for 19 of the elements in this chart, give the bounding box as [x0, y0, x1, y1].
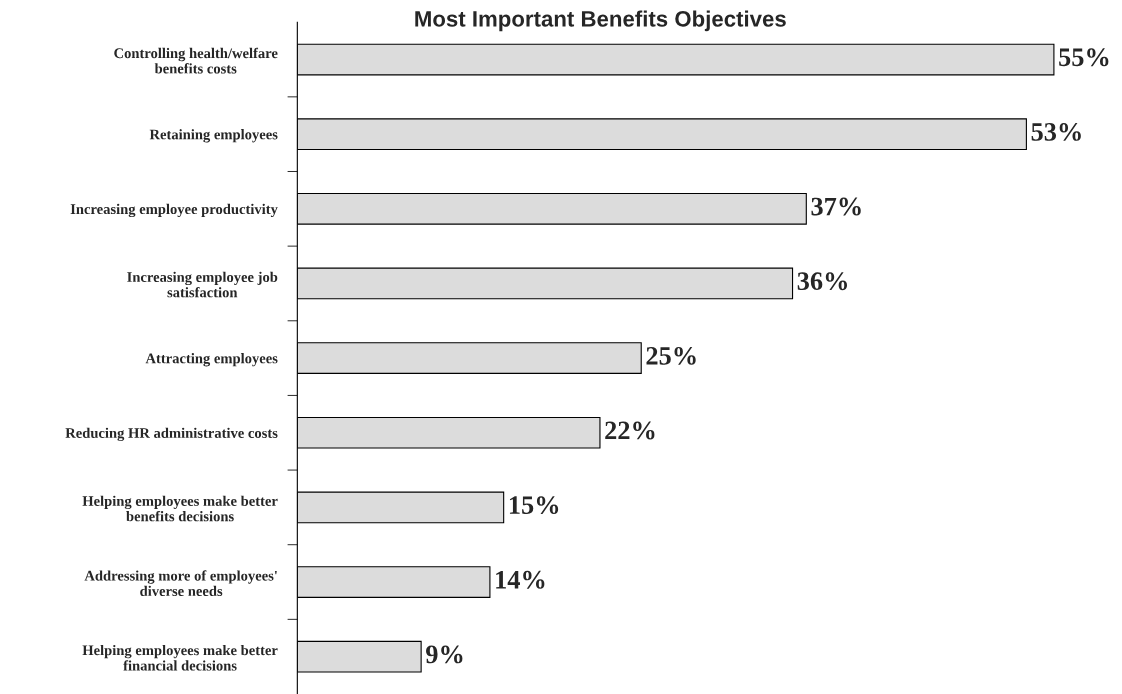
data-label: 15%: [509, 496, 559, 515]
chart-title: Most Important Benefits Objectives: [415, 10, 786, 32]
data-label: 9%: [426, 645, 463, 664]
y-tick-label: Increasing employee job satisfaction: [127, 271, 278, 298]
data-label: 37%: [811, 197, 861, 216]
data-label: 53%: [1031, 122, 1081, 141]
y-tick-label: Retaining employees: [149, 129, 278, 143]
y-tick-label: Controlling health/welfare benefits costs: [114, 47, 278, 74]
y-tick-label: Addressing more of employees' diverse needs: [84, 570, 277, 597]
data-label: 22%: [605, 421, 655, 440]
y-tick-label: Helping employees make better benefits decisions: [82, 495, 278, 522]
y-tick-label: Attracting employees: [145, 353, 278, 367]
y-tick-label: Increasing employee productivity: [70, 203, 278, 218]
y-tick-label: Helping employees make better financial decisions: [82, 644, 278, 671]
data-label: 55%: [1059, 48, 1109, 67]
data-label: 36%: [797, 272, 848, 291]
data-label: 14%: [496, 570, 545, 589]
data-label: 25%: [646, 346, 696, 365]
y-tick-label: Reducing HR administrative costs: [65, 427, 278, 442]
